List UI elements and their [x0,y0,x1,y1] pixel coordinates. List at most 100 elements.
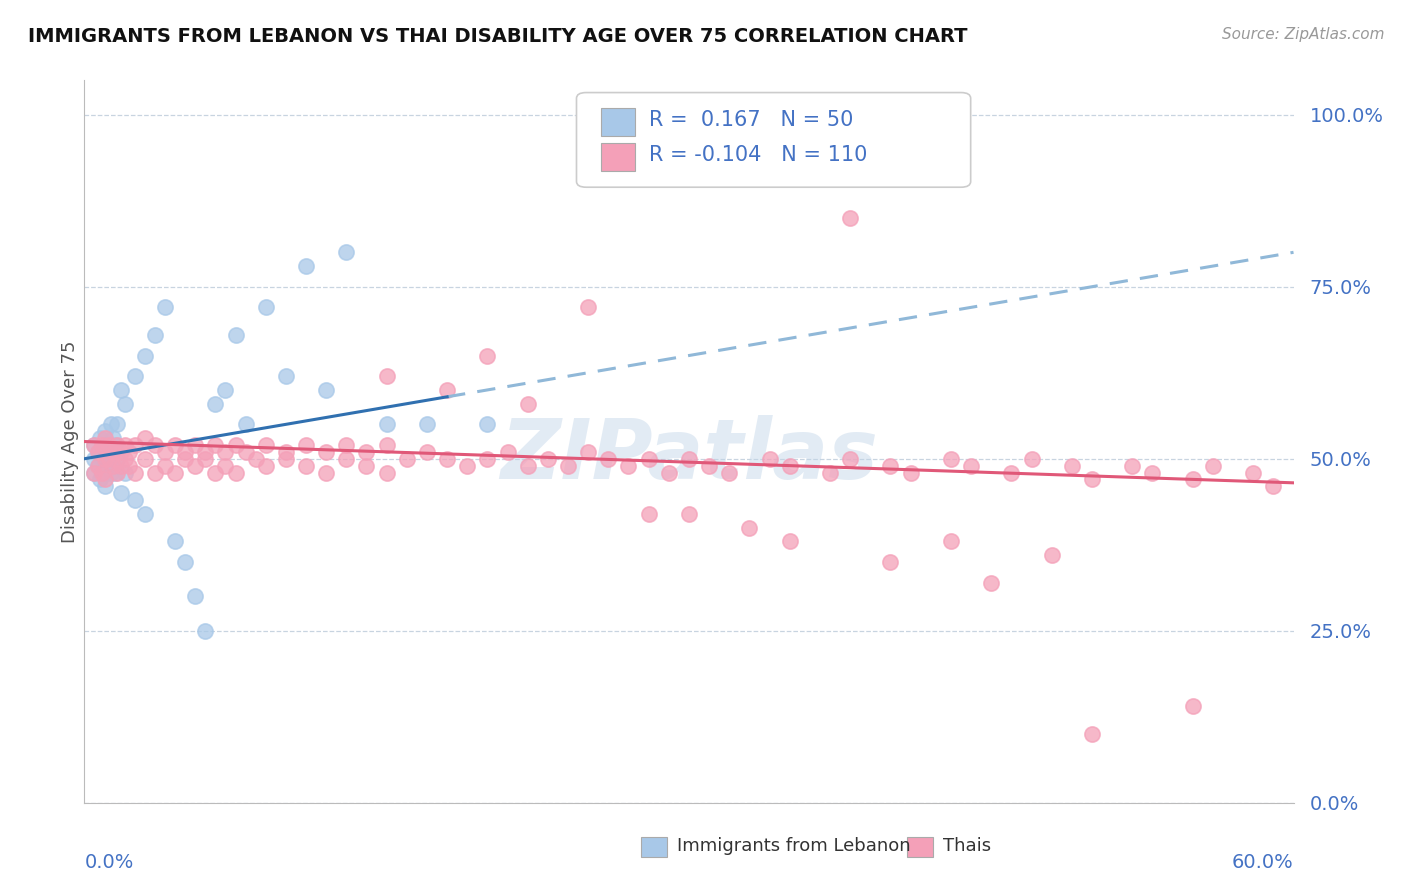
Point [174,445,197,459]
Point [93,451,115,466]
Point [295,438,318,452]
Point [134,349,156,363]
Point [516,397,538,411]
Bar [600,143,634,170]
Point [879,555,901,569]
Point [194,624,217,638]
Point [100,466,122,480]
Point [1142,466,1164,480]
Bar [600,109,634,136]
Point [1181,699,1204,714]
Point [124,438,146,452]
Point [87,445,110,459]
Y-axis label: Disability Age Over 75: Disability Age Over 75 [62,340,80,543]
Bar [641,837,668,857]
Point [477,451,499,466]
Point [91,445,114,459]
Point [436,451,458,466]
Point [83,438,105,452]
Point [980,575,1002,590]
Point [900,466,922,480]
Point [97,438,120,452]
Point [87,445,110,459]
Point [335,438,357,452]
Point [245,451,267,466]
Point [939,451,962,466]
Point [1263,479,1285,493]
Point [174,555,197,569]
Point [143,466,166,480]
Point [91,466,114,480]
Point [274,445,297,459]
Text: Source: ZipAtlas.com: Source: ZipAtlas.com [1222,27,1385,42]
Point [375,369,398,384]
Point [375,417,398,432]
Point [274,451,297,466]
Point [153,445,176,459]
Point [105,466,128,480]
Point [274,369,297,384]
Point [839,211,862,225]
Point [97,438,120,452]
Point [114,451,136,466]
Point [235,417,257,432]
Point [114,466,136,480]
Point [83,466,105,480]
Point [516,458,538,473]
Point [143,438,166,452]
Point [87,458,110,473]
Point [375,438,398,452]
Point [101,458,124,473]
Point [718,466,741,480]
Point [1202,458,1225,473]
Point [678,451,700,466]
Point [295,259,318,273]
Point [124,466,146,480]
Point [153,301,176,315]
Point [204,397,226,411]
Point [254,458,277,473]
Text: ZIPatlas: ZIPatlas [501,416,877,497]
Point [225,466,247,480]
FancyBboxPatch shape [576,93,970,187]
Point [375,466,398,480]
Point [214,458,236,473]
Point [416,417,439,432]
Point [114,397,136,411]
Point [477,349,499,363]
Point [335,245,357,260]
Point [134,507,156,521]
Point [110,445,132,459]
Point [214,445,236,459]
Point [758,451,780,466]
Point [658,466,681,480]
Point [939,534,962,549]
Point [214,383,236,397]
Point [576,301,599,315]
Point [779,458,801,473]
Point [335,451,357,466]
Point [960,458,983,473]
Point [1081,727,1104,741]
Text: R = -0.104   N = 110: R = -0.104 N = 110 [650,145,868,165]
Point [83,451,105,466]
Point [174,451,197,466]
Point [101,431,124,445]
Point [93,438,115,452]
Point [194,445,217,459]
Point [818,466,841,480]
Point [89,431,111,445]
Point [598,451,620,466]
Point [436,383,458,397]
Point [184,458,207,473]
Point [1040,548,1063,562]
Point [537,451,560,466]
Point [105,417,128,432]
Point [496,445,519,459]
Point [165,466,187,480]
Point [557,458,579,473]
Point [87,458,110,473]
Point [110,486,132,500]
Point [118,445,141,459]
Text: R =  0.167   N = 50: R = 0.167 N = 50 [650,110,853,130]
